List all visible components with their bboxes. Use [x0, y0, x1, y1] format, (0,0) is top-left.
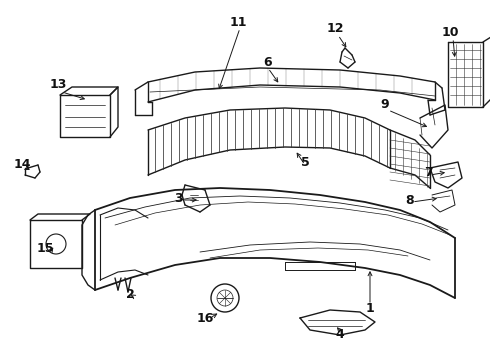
Text: 5: 5 — [301, 156, 309, 168]
Text: 7: 7 — [424, 166, 432, 179]
Text: 6: 6 — [264, 55, 272, 68]
Text: 9: 9 — [381, 99, 390, 112]
Text: 4: 4 — [336, 328, 344, 342]
Text: 14: 14 — [13, 158, 31, 171]
Text: 13: 13 — [49, 78, 67, 91]
Text: 12: 12 — [326, 22, 344, 35]
Text: 15: 15 — [36, 242, 54, 255]
Text: 2: 2 — [125, 288, 134, 302]
Text: 1: 1 — [366, 302, 374, 315]
Text: 11: 11 — [229, 15, 247, 28]
Text: 8: 8 — [406, 194, 415, 207]
Text: 3: 3 — [173, 192, 182, 204]
Text: 16: 16 — [196, 311, 214, 324]
Text: 10: 10 — [441, 26, 459, 39]
